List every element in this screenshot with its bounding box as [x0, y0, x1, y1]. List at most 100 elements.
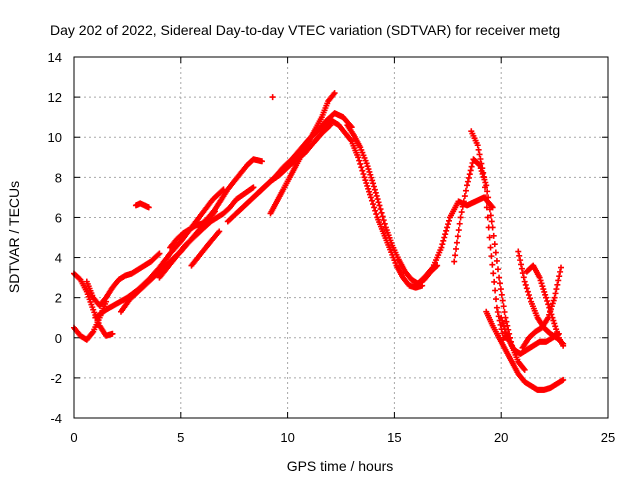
- data-point: [458, 209, 465, 216]
- data-point: [491, 241, 498, 248]
- series-arc-7: [156, 184, 257, 281]
- data-point: [542, 291, 549, 298]
- data-point: [367, 194, 374, 201]
- data-point: [457, 214, 464, 221]
- series-arc-12: [267, 90, 338, 217]
- data-point: [482, 194, 489, 201]
- data-point: [452, 252, 459, 259]
- data-point: [331, 90, 338, 97]
- data-point: [553, 286, 560, 293]
- data-point: [368, 197, 375, 204]
- y-tick-label: 8: [55, 170, 62, 185]
- data-point: [361, 174, 368, 181]
- series-arc-3: [83, 250, 163, 309]
- data-point: [156, 250, 163, 257]
- data-point: [487, 244, 494, 251]
- data-point: [451, 258, 458, 265]
- data-point: [369, 177, 376, 184]
- data-point: [381, 220, 388, 227]
- data-point: [479, 165, 486, 172]
- data-point: [366, 188, 373, 195]
- data-point: [499, 330, 506, 337]
- data-point: [547, 306, 554, 313]
- data-point: [527, 295, 534, 302]
- data-point: [365, 185, 372, 192]
- y-tick-label: -2: [50, 371, 62, 386]
- data-point: [550, 297, 557, 304]
- x-tick-label: 5: [177, 430, 184, 445]
- data-point: [536, 274, 543, 281]
- data-point: [502, 329, 509, 336]
- data-point: [496, 280, 503, 287]
- data-point: [552, 323, 559, 330]
- data-point: [250, 184, 257, 191]
- data-point: [492, 249, 499, 256]
- data-point: [371, 186, 378, 193]
- data-point: [490, 232, 497, 239]
- data-point: [516, 252, 523, 259]
- data-point: [89, 329, 96, 336]
- data-point: [493, 304, 500, 311]
- data-point: [453, 245, 460, 252]
- data-point: [486, 234, 493, 241]
- data-point: [372, 189, 379, 196]
- data-point: [364, 163, 371, 170]
- series-arc-22: [498, 314, 562, 357]
- data-point: [484, 188, 491, 195]
- series-arc-13: [316, 118, 426, 291]
- data-point: [501, 308, 508, 315]
- data-point: [357, 160, 364, 167]
- data-point: [551, 320, 558, 327]
- data-point: [76, 275, 83, 282]
- data-point: [441, 234, 448, 241]
- data-point: [550, 317, 557, 324]
- data-point: [370, 183, 377, 190]
- data-point: [545, 301, 552, 308]
- data-point: [368, 174, 375, 181]
- data-point: [468, 163, 475, 170]
- data-point: [560, 376, 567, 383]
- data-point: [524, 288, 531, 295]
- data-point: [464, 178, 471, 185]
- x-tick-label: 15: [387, 430, 401, 445]
- data-point: [363, 160, 370, 167]
- data-point: [498, 314, 505, 321]
- data-point: [456, 220, 463, 227]
- axis-ticks: 0 5 10 15 20 25 -4 -2 0 2 4 6 8 10 12 14: [48, 50, 616, 445]
- data-point: [216, 228, 223, 235]
- data-point: [519, 270, 526, 277]
- data-point: [155, 251, 162, 258]
- x-tick-label: 25: [601, 430, 615, 445]
- data-point: [543, 294, 550, 301]
- data-point: [489, 261, 496, 268]
- data-point: [493, 257, 500, 264]
- data-point: [499, 317, 506, 324]
- y-tick-label: 14: [48, 50, 62, 65]
- x-axis-label: GPS time / hours: [287, 458, 394, 474]
- plot-frame: [73, 56, 609, 419]
- data-point: [367, 171, 374, 178]
- data-point: [538, 280, 545, 287]
- data-point: [545, 314, 552, 321]
- data-point: [464, 182, 471, 189]
- data-point: [555, 330, 562, 337]
- data-point: [522, 281, 529, 288]
- series-outlier: [269, 94, 276, 101]
- data-point: [373, 192, 380, 199]
- data-point: [500, 320, 507, 327]
- x-tick-label: 0: [70, 430, 77, 445]
- series-arc-15: [412, 194, 496, 289]
- data-point: [454, 233, 461, 240]
- data-point: [362, 177, 369, 184]
- data-point: [379, 213, 386, 220]
- data-point: [518, 261, 525, 268]
- data-point: [498, 291, 505, 298]
- data-point: [547, 308, 554, 315]
- data-point: [553, 326, 560, 333]
- data-point: [453, 239, 460, 246]
- data-point: [525, 291, 532, 298]
- data-point: [537, 277, 544, 284]
- y-tick-label: 6: [55, 210, 62, 225]
- data-point: [520, 365, 527, 372]
- data-point: [445, 217, 452, 224]
